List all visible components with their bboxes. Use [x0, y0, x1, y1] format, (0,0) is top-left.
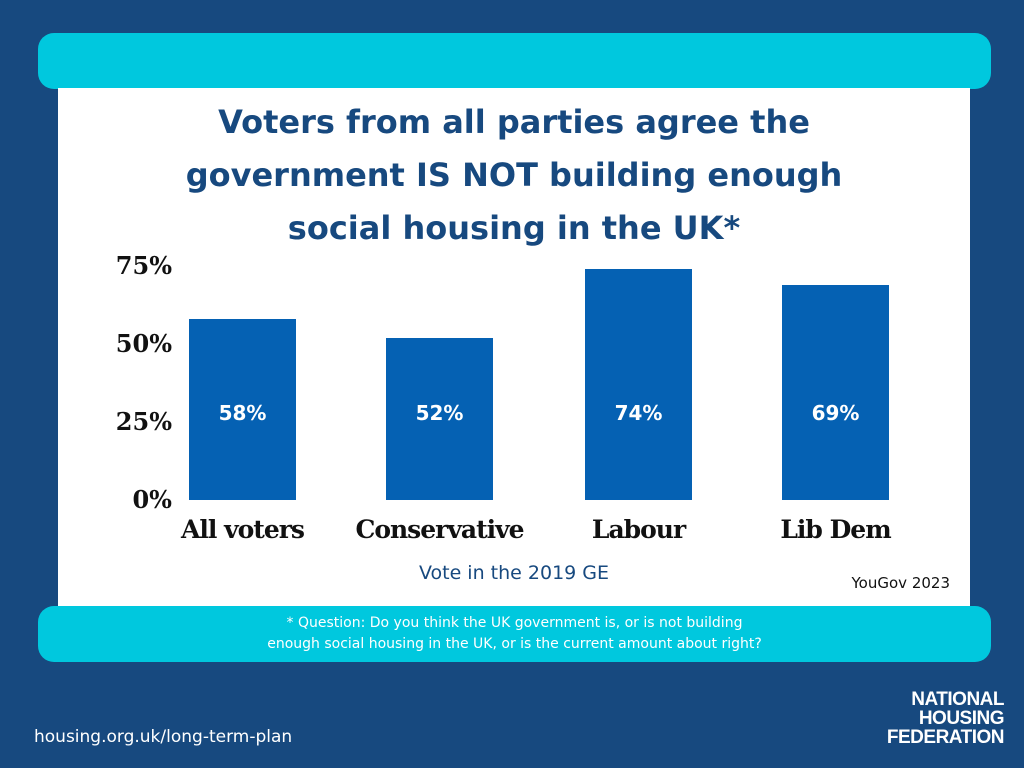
- bar-labour: [585, 269, 692, 500]
- source-credit: YouGov 2023: [851, 574, 950, 592]
- title-line-2: government IS NOT building enough: [185, 156, 843, 194]
- website-link[interactable]: housing.org.uk/long-term-plan: [34, 727, 293, 747]
- bar-value-label: 74%: [614, 401, 663, 425]
- title-line-3: social housing in the UK*: [287, 209, 741, 247]
- bar-lib-dem: [782, 284, 889, 500]
- logo-line-1: NATIONAL: [911, 689, 1004, 710]
- logo-line-3: FEDERATION: [886, 727, 1005, 748]
- y-tick-label: 50%: [115, 329, 172, 358]
- chart-card: Voters from all parties agree the govern…: [58, 88, 970, 608]
- footnote-line-2: enough social housing in the UK, or is t…: [267, 636, 762, 652]
- footnote-line-1: * Question: Do you think the UK governme…: [286, 615, 743, 631]
- x-category-label: Lib Dem: [780, 515, 891, 544]
- bar-conservative: [386, 337, 493, 500]
- y-tick-label: 75%: [115, 251, 172, 280]
- footnote-band: * Question: Do you think the UK governme…: [38, 606, 991, 662]
- bar-value-label: 58%: [218, 401, 267, 425]
- x-axis-label: Vote in the 2019 GE: [418, 562, 610, 584]
- chart-title: Voters from all parties agree the govern…: [58, 96, 970, 255]
- nhf-logo: NATIONAL HOUSING FEDERATION: [884, 689, 1005, 748]
- top-accent-band: [38, 33, 991, 89]
- bar-all-voters: [189, 319, 296, 500]
- x-category-label: All voters: [181, 515, 305, 544]
- bar-value-label: 52%: [415, 401, 464, 425]
- title-line-1: Voters from all parties agree the: [218, 103, 810, 141]
- footnote: * Question: Do you think the UK governme…: [38, 613, 991, 655]
- bar-value-label: 69%: [811, 401, 860, 425]
- logo-line-2: HOUSING: [918, 708, 1005, 729]
- x-category-label: Labour: [591, 515, 686, 544]
- y-tick-label: 0%: [132, 485, 172, 514]
- x-category-label: Conservative: [355, 515, 524, 544]
- y-tick-label: 25%: [115, 407, 172, 436]
